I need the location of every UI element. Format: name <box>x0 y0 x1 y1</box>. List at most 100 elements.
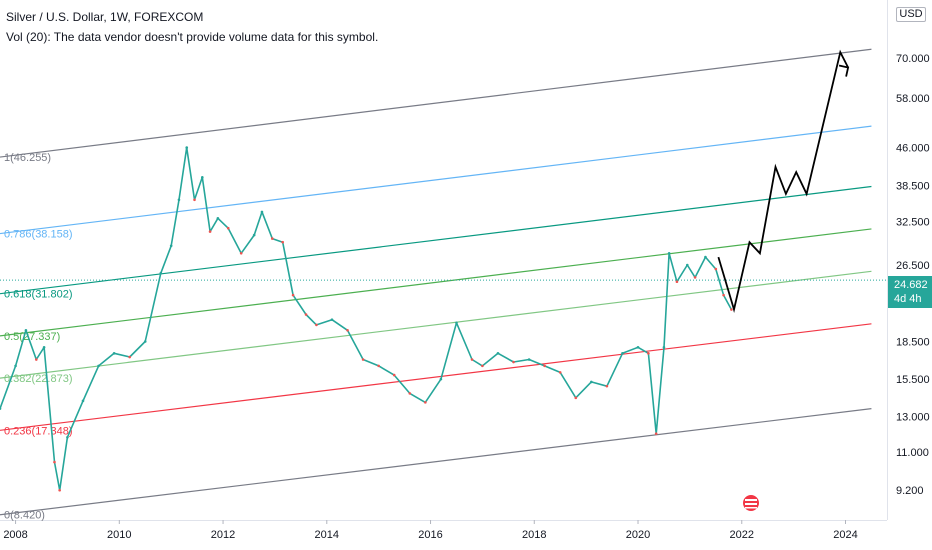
price-point <box>216 216 220 220</box>
price-point <box>281 240 284 244</box>
price-point <box>481 364 484 368</box>
price-point <box>291 293 295 297</box>
price-point <box>42 346 46 349</box>
price-point <box>143 340 147 343</box>
price-point <box>260 210 264 214</box>
time-tick-label: 2008 <box>3 529 27 541</box>
price-point <box>543 364 546 368</box>
fib-label-5: 0.236(17.348) <box>4 425 73 437</box>
price-point <box>377 364 380 368</box>
regression-channel <box>0 48 872 516</box>
price-point <box>271 237 274 240</box>
fib-label-3: 0.5(27.337) <box>4 331 60 343</box>
channel-line-1 <box>0 407 872 516</box>
price-point <box>621 352 624 355</box>
projection-arrow <box>717 49 850 314</box>
price-point <box>512 360 515 364</box>
price-series <box>0 146 733 492</box>
price-tick-label: 11.000 <box>896 447 929 459</box>
time-tick-label: 2020 <box>626 529 650 541</box>
price-point <box>14 364 17 368</box>
price-tick-label: 58.000 <box>896 93 930 105</box>
price-point <box>408 392 412 395</box>
price-point <box>675 280 679 284</box>
price-point <box>304 313 308 316</box>
time-tick-label: 2010 <box>107 529 131 541</box>
price-point <box>239 251 243 255</box>
price-point <box>439 377 443 381</box>
price-point <box>330 318 334 321</box>
price-point <box>654 432 658 435</box>
fib-line-4 <box>0 270 872 379</box>
price-point <box>662 346 666 349</box>
price-point <box>315 323 318 327</box>
channel-line-0 <box>0 48 872 158</box>
price-point <box>24 329 28 332</box>
price-line <box>0 146 733 491</box>
price-point <box>496 352 500 355</box>
price-tick-label: 46.000 <box>896 143 930 155</box>
price-point <box>693 276 697 279</box>
price-point <box>97 364 100 368</box>
price-tick-label: 38.500 <box>896 180 930 192</box>
last-price-value: 24.682 <box>894 279 928 291</box>
price-point <box>455 321 458 325</box>
price-point <box>226 226 230 230</box>
fib-label-2: 0.618(31.802) <box>4 289 73 301</box>
price-point <box>527 358 531 361</box>
price-point <box>81 399 85 403</box>
fib-line-3 <box>0 228 872 337</box>
fib-line-1 <box>0 125 872 235</box>
price-point <box>53 460 56 464</box>
fib-label-0: 1(46.255) <box>4 152 51 164</box>
price-point <box>574 396 578 400</box>
price-point <box>704 255 707 259</box>
price-point <box>590 380 593 384</box>
price-tick-label: 18.500 <box>896 337 930 349</box>
last-price-tag: 24.682 4d 4h <box>888 276 932 308</box>
price-point <box>424 401 427 404</box>
price-point <box>159 271 163 275</box>
price-axis-ticks: 70.000 58.000 46.000 38.500 32.500 26.500 18.5… <box>896 53 930 497</box>
fib-line-2 <box>0 185 872 295</box>
price-point <box>636 346 640 349</box>
price-tick-label: 13.000 <box>896 412 930 424</box>
fib-label-1: 0.786(38.158) <box>4 229 73 241</box>
price-point <box>558 371 562 374</box>
fib-levels: 1(46.255) 0.786(38.158) 0.618(31.802) 0.5(2… <box>0 125 887 522</box>
price-point <box>722 293 725 297</box>
price-point <box>730 308 733 311</box>
price-point <box>252 233 256 237</box>
time-tick-label: 2024 <box>833 529 857 541</box>
chart-title[interactable]: Silver / U.S. Dollar, 1W, FOREXCOM <box>6 10 204 24</box>
price-point <box>714 267 718 271</box>
price-point <box>392 373 396 377</box>
price-point <box>200 176 204 179</box>
time-tick-label: 2012 <box>211 529 235 541</box>
price-point <box>128 355 131 359</box>
price-point <box>112 352 116 355</box>
price-point <box>667 251 671 255</box>
projection-line <box>717 49 849 314</box>
price-point <box>208 230 212 233</box>
price-point <box>58 488 61 492</box>
price-point <box>185 146 189 149</box>
bar-countdown: 4d 4h <box>894 293 922 305</box>
fib-label-6: 0(8.420) <box>4 510 45 522</box>
flag-icon[interactable] <box>743 495 759 511</box>
price-tick-label: 26.500 <box>896 260 930 272</box>
price-point <box>361 358 365 361</box>
price-tick-label: 70.000 <box>896 53 930 65</box>
price-point <box>605 384 609 388</box>
time-axis-ticks: 2008 2010 2012 2014 2016 2018 2020 2022 2024 <box>3 520 858 541</box>
price-point <box>346 329 349 332</box>
volume-indicator-label[interactable]: Vol (20): The data vendor doesn't provid… <box>6 30 379 44</box>
price-point <box>470 358 474 361</box>
time-tick-label: 2018 <box>522 529 546 541</box>
time-tick-label: 2014 <box>315 529 339 541</box>
price-point <box>193 198 196 202</box>
price-point <box>169 244 173 248</box>
currency-label[interactable]: USD <box>896 7 926 22</box>
price-point <box>177 198 181 202</box>
